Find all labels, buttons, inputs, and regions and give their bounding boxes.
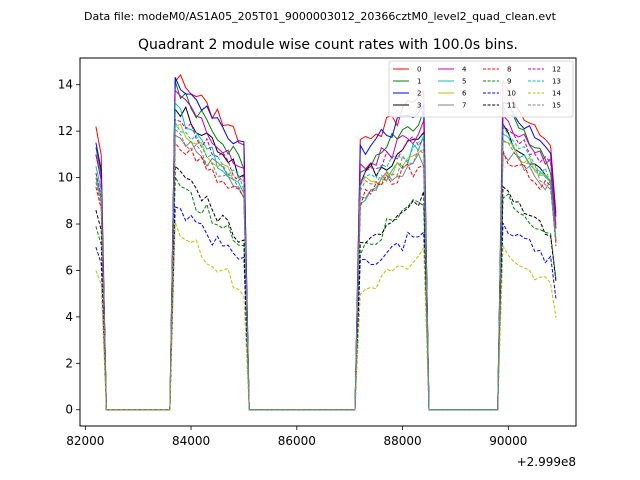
legend-label-7: 7 [462,102,466,110]
plot-frame [79,57,577,427]
legend-label-13: 13 [552,78,561,86]
series-line-7 [95,134,557,411]
y-tick-label: 14 [58,78,73,92]
series-line-14 [95,222,557,411]
series-line-3 [95,105,557,411]
x-offset-label: +2.999e8 [517,455,576,469]
legend-label-3: 3 [417,102,421,110]
legend-label-1: 1 [417,78,421,86]
ticks-layer [76,84,509,430]
series-line-6 [95,123,557,411]
x-tick-label: 88000 [383,434,421,448]
legend-label-5: 5 [462,78,466,86]
series-line-8 [95,140,557,411]
series-line-12 [95,119,557,411]
x-tick-label: 84000 [172,434,210,448]
series-layer [95,73,557,411]
y-tick-labels: 0 2 4 6 8 10 12 14 [58,78,73,417]
x-tick-label: 90000 [489,434,527,448]
legend-label-11: 11 [507,102,516,110]
series-line-1 [95,80,557,411]
x-tick-labels: 82000 84000 86000 88000 90000 [66,434,527,448]
data-file-label: Data file: modeM0/AS1A05_205T01_90000030… [84,10,557,23]
legend-label-14: 14 [552,90,561,98]
y-tick-label: 10 [58,171,73,185]
legend-box [388,60,574,118]
series-line-11 [95,165,557,411]
legend-label-4: 4 [462,66,467,74]
legend-label-2: 2 [417,90,421,98]
series-line-10 [95,206,557,411]
y-tick-label: 12 [58,124,73,138]
legend-label-0: 0 [417,66,421,74]
legend-label-8: 8 [507,66,511,74]
x-tick-label: 86000 [278,434,316,448]
y-tick-label: 2 [65,356,73,370]
series-line-4 [95,89,557,411]
y-tick-label: 6 [65,263,73,277]
legend-label-15: 15 [552,102,561,110]
series-line-2 [95,77,557,411]
y-tick-label: 0 [65,403,73,417]
chart-title: Quadrant 2 module wise count rates with … [138,37,518,53]
y-tick-label: 4 [65,310,73,324]
legend-label-6: 6 [462,90,467,98]
x-tick-label: 82000 [66,434,104,448]
series-line-13 [95,120,557,411]
legend-label-10: 10 [507,90,516,98]
legend-label-12: 12 [552,66,561,74]
y-tick-label: 8 [65,217,73,231]
legend-label-9: 9 [507,78,511,86]
